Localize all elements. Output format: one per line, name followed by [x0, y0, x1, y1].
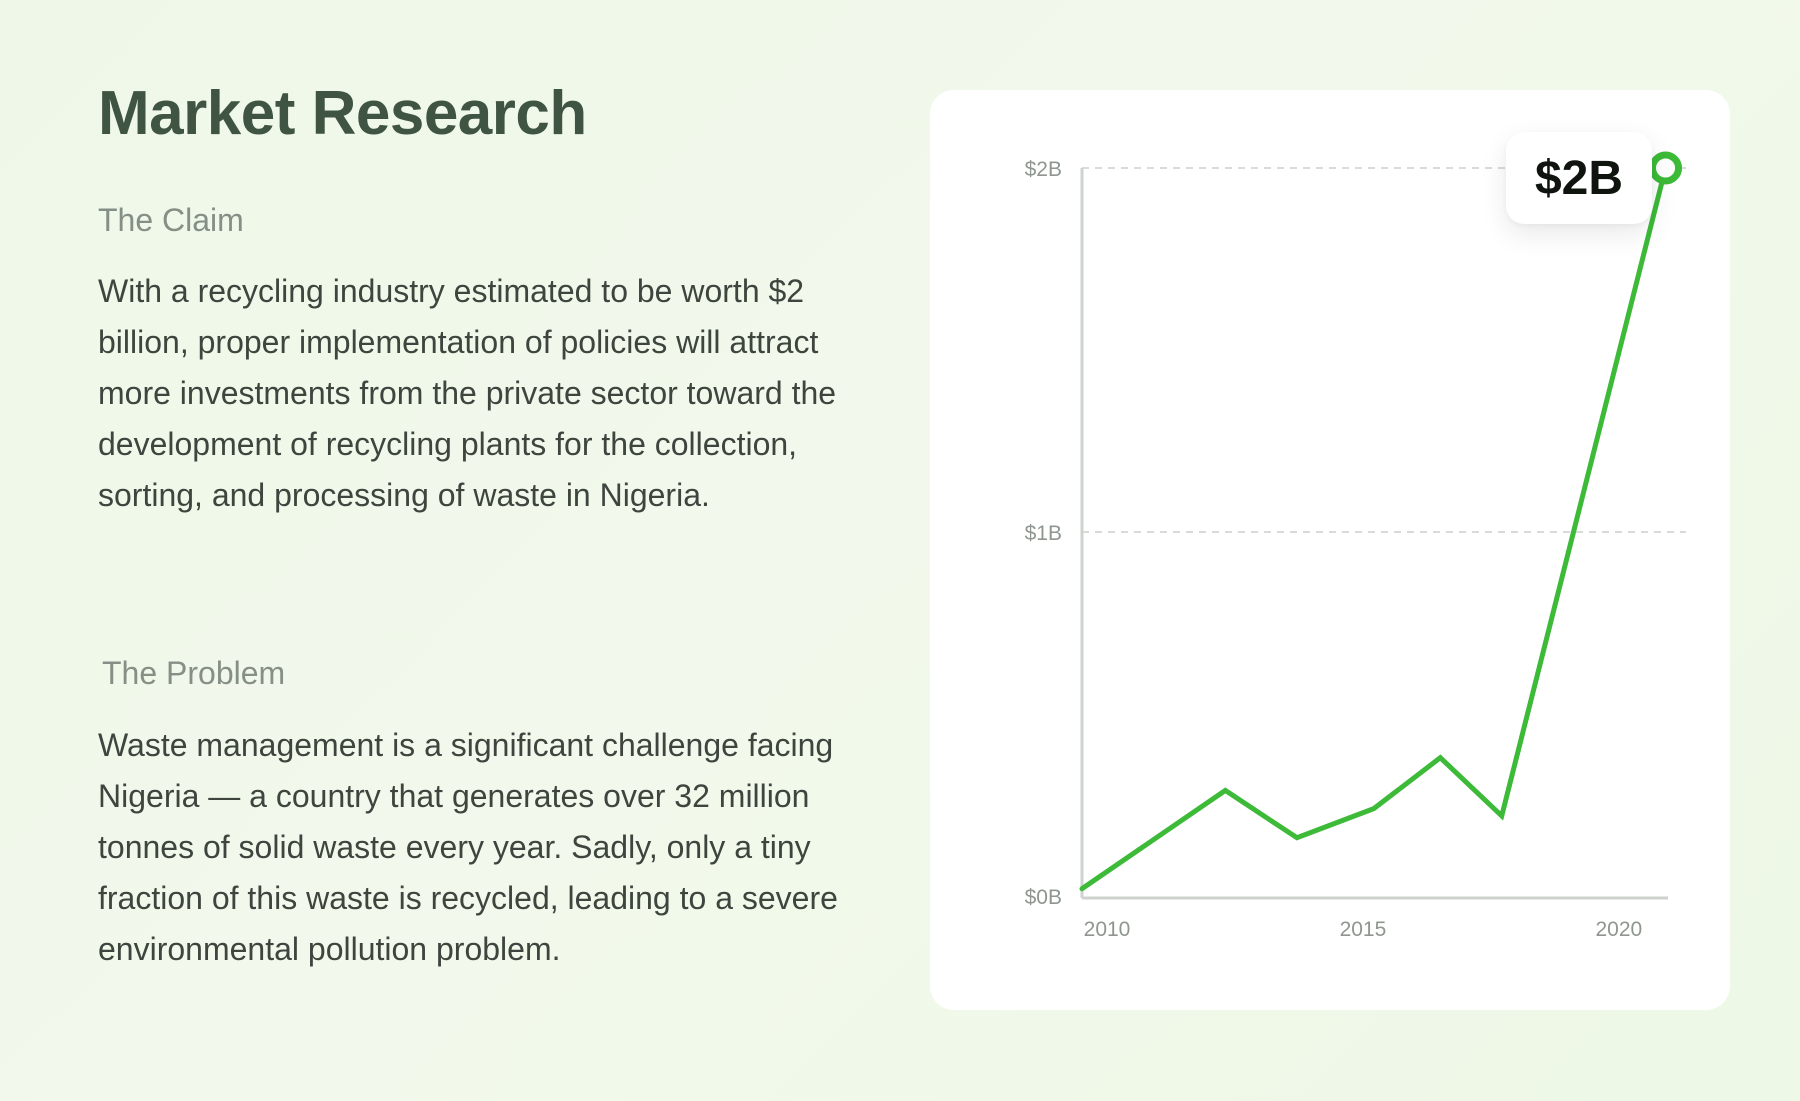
- x-tick-label: 2015: [1340, 918, 1387, 941]
- highlight-point: [1649, 151, 1683, 185]
- value-badge: $2B: [1506, 132, 1652, 224]
- x-tick-label: 2020: [1596, 918, 1643, 941]
- y-tick-label: $2B: [1025, 158, 1062, 181]
- line-chart: $0B $1B $2B 2010 2015 2020: [1025, 151, 1686, 941]
- series-line: [1079, 165, 1669, 892]
- claim-label: The Claim: [98, 202, 244, 238]
- page-title: Market Research: [98, 79, 587, 148]
- y-tick-label: $1B: [1025, 522, 1062, 545]
- problem-label: The Problem: [102, 655, 286, 691]
- claim-text: With a recycling industry estimated to b…: [98, 273, 837, 513]
- problem-text: Waste management is a significant challe…: [98, 727, 838, 967]
- y-tick-label: $0B: [1025, 886, 1062, 909]
- x-tick-label: 2010: [1084, 918, 1131, 941]
- chart-card: $0B $1B $2B 2010 2015 2020 $2B: [930, 90, 1730, 1010]
